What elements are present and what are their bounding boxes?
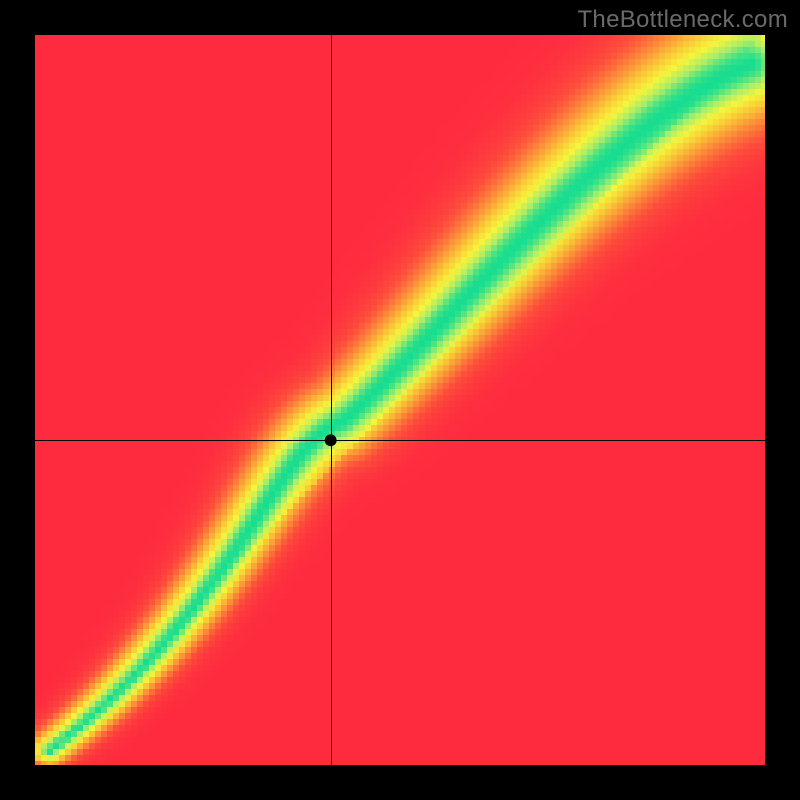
bottleneck-heatmap-canvas [0,0,800,800]
watermark-text: TheBottleneck.com [577,6,788,34]
root: TheBottleneck.com [0,0,800,800]
